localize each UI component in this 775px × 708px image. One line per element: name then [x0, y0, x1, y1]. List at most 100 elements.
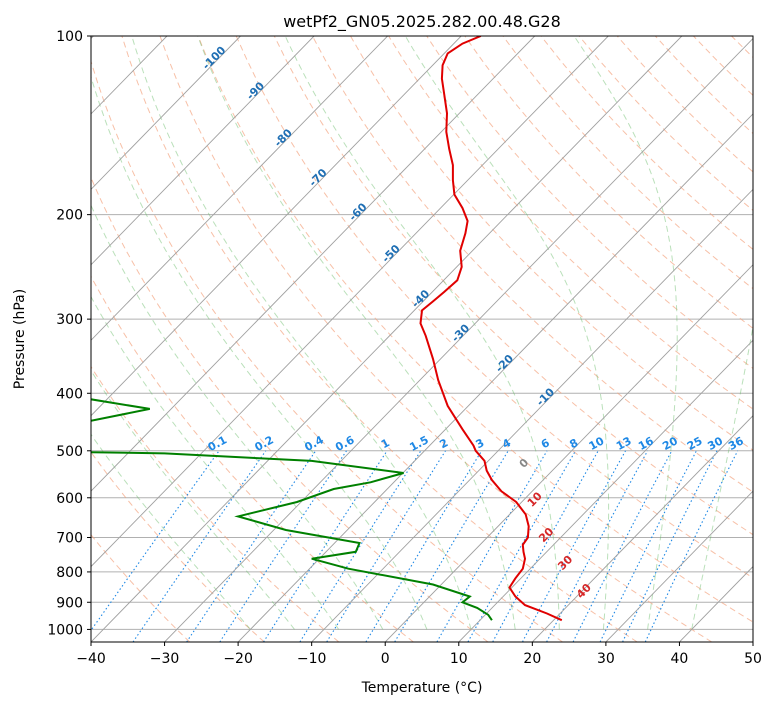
moist-adiabat-line — [91, 295, 340, 630]
dry-adiabat-line — [91, 176, 489, 642]
dry-adiabats — [91, 36, 775, 642]
mixing-ratio-line — [599, 450, 697, 642]
moist-adiabat-line — [91, 204, 384, 630]
moist-adiabat-line — [197, 36, 516, 630]
moist-adiabat-label: 40 — [574, 581, 594, 601]
dry-adiabat-line — [197, 36, 753, 623]
mixing-ratio-label: 36 — [726, 434, 746, 453]
dry-adiabat-line — [654, 36, 753, 135]
mixing-ratio-lines — [91, 450, 739, 642]
dry-adiabat-line — [616, 36, 753, 173]
isotherm-label: -20 — [493, 352, 516, 375]
x-axis-ticks: −40 −30 −20 −10 0 10 20 30 40 50 — [76, 642, 762, 667]
isotherm-label: -100 — [200, 44, 229, 73]
x-tick-label: 40 — [671, 651, 689, 667]
y-tick-label: 500 — [56, 444, 83, 460]
dry-adiabat-line — [693, 36, 753, 97]
mixing-ratio-label: 4 — [500, 436, 513, 451]
isotherm-label: -80 — [272, 126, 295, 149]
x-tick-label: 0 — [381, 651, 390, 667]
isotherm-line — [237, 113, 753, 642]
moist-adiabat-line — [573, 36, 678, 630]
dry-adiabat-line — [350, 36, 753, 451]
y-tick-label: 400 — [56, 386, 83, 402]
moist-adiabat-line — [91, 369, 295, 630]
x-tick-label: −40 — [76, 651, 106, 667]
x-tick-label: −20 — [223, 651, 253, 667]
isotherm-label: -40 — [409, 287, 432, 310]
x-tick-label: 30 — [597, 651, 615, 667]
isotherm-label: -60 — [346, 200, 369, 223]
isotherm-line — [458, 339, 753, 642]
dry-adiabat-line — [235, 36, 753, 579]
moist-adiabat-label: 0 — [517, 456, 532, 471]
isotherm-line — [91, 36, 241, 190]
y-tick-label: 100 — [56, 29, 83, 45]
isotherm-label: -50 — [380, 242, 403, 265]
isotherm-line — [311, 188, 753, 642]
mixing-ratio-line — [132, 450, 267, 642]
plot-frame — [90, 35, 754, 643]
y-tick-label: 1000 — [47, 622, 83, 638]
isotherm-line — [164, 37, 753, 642]
y-axis-label: Pressure (hPa) — [12, 289, 28, 389]
dry-adiabat-line — [91, 365, 340, 642]
plot-area: 0.1 0.2 0.4 0.6 1 1.5 2 3 4 6 8 10 13 16 20 25 30 36-100-… — [91, 36, 775, 642]
dry-adiabat-line — [426, 36, 753, 370]
sounding-series — [91, 36, 563, 622]
mixing-ratio-line — [365, 450, 483, 642]
dry-adiabat-line — [502, 36, 753, 290]
y-axis-ticks: 100 200 300 400 500 600 700 800 900 1000 — [47, 29, 91, 638]
moist-adiabat-label: 20 — [536, 525, 556, 545]
mixing-ratio-line — [326, 450, 446, 642]
mixing-ratio-line — [186, 450, 317, 642]
isotherm-label: -70 — [306, 166, 329, 189]
mixing-ratio-label: 2 — [437, 436, 450, 451]
moist-adiabat-line — [91, 433, 251, 630]
dry-adiabat-line — [273, 36, 753, 536]
moist-adiabat-line — [131, 36, 472, 630]
isotherm-label: -90 — [244, 79, 267, 102]
mixing-ratio-label: 20 — [660, 434, 680, 453]
isotherm-label: -30 — [449, 321, 472, 344]
mixing-ratio-label: 6 — [539, 436, 552, 451]
dry-adiabat-line — [91, 59, 563, 642]
moist-adiabats — [91, 36, 753, 630]
mixing-ratio-line — [299, 450, 422, 642]
x-tick-label: 50 — [744, 651, 762, 667]
isotherm-label: -10 — [534, 385, 557, 408]
isotherm-line — [91, 36, 388, 341]
isotherm-line — [679, 565, 753, 642]
x-axis-label: Temperature (°C) — [361, 680, 483, 696]
mixing-ratio-line — [263, 450, 388, 642]
y-tick-label: 900 — [56, 595, 83, 611]
y-tick-label: 800 — [56, 565, 83, 581]
dry-adiabat-line — [159, 36, 713, 642]
isotherm-line — [91, 36, 315, 266]
moist-adiabat-label: 30 — [555, 553, 575, 573]
mixing-ratio-label: 16 — [636, 434, 656, 453]
x-tick-label: −30 — [150, 651, 180, 667]
isotherm-line — [384, 264, 753, 642]
mixing-ratio-label: 13 — [614, 434, 634, 453]
isotherm-line — [605, 490, 753, 642]
mixing-ratio-label: 30 — [705, 434, 725, 453]
isotherm-line — [532, 415, 753, 642]
moist-adiabat-line — [284, 36, 560, 630]
mixing-ratio-line — [91, 450, 220, 632]
mixing-ratio-line — [622, 450, 718, 642]
y-tick-label: 300 — [56, 312, 83, 328]
y-tick-label: 700 — [56, 531, 83, 547]
dry-adiabat-line — [311, 36, 753, 493]
dry-adiabat-line — [770, 36, 775, 642]
x-tick-label: −10 — [297, 651, 327, 667]
isotherm-line — [91, 36, 462, 417]
moist-adiabat-line — [91, 75, 428, 630]
isotherm-line — [752, 641, 753, 642]
y-tick-label: 200 — [56, 208, 83, 224]
mixing-ratio-line — [546, 450, 649, 642]
dry-adiabat-line — [91, 533, 191, 642]
isotherm-lines — [91, 36, 753, 642]
dry-adiabat-line — [388, 36, 753, 410]
